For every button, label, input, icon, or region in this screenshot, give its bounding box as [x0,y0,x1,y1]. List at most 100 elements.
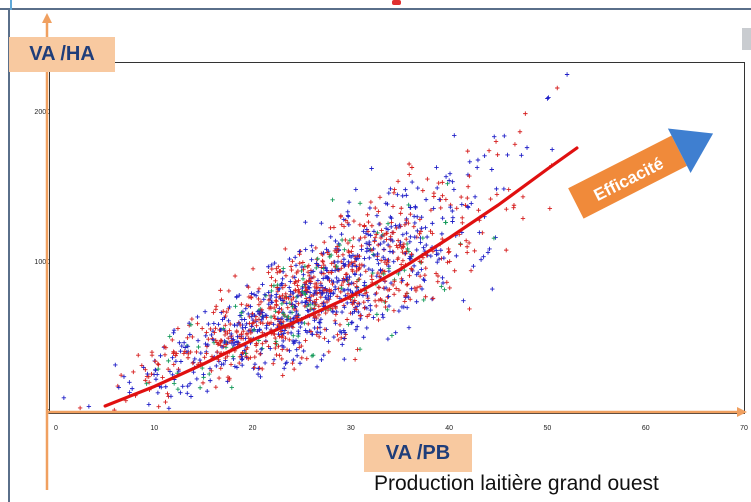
data-point [465,148,470,154]
data-point [334,244,340,249]
data-point [355,324,360,329]
data-point [116,385,121,390]
data-point [321,250,326,256]
data-point [486,148,492,153]
data-point [377,195,383,200]
data-point [263,293,269,298]
data-point [259,317,264,322]
data-point [520,216,526,221]
data-point [504,207,509,212]
data-point [237,360,242,366]
data-point [311,274,317,280]
data-point [260,366,265,372]
data-point [444,280,450,285]
data-point [275,270,280,275]
data-point [351,281,357,286]
data-point [272,331,277,337]
data-point [252,313,257,318]
data-point [408,205,413,210]
data-point [210,337,216,342]
data-point [362,256,367,261]
data-point [173,359,179,364]
data-point [200,365,205,371]
data-point [363,231,369,236]
data-point [312,288,318,294]
data-point [476,208,481,213]
data-point [325,250,330,255]
data-point [443,220,448,225]
data-point [249,295,254,301]
data-point [185,335,190,340]
data-point [493,139,499,144]
data-point [429,296,435,302]
data-point [259,307,265,313]
data-point [390,282,396,288]
data-point [481,254,486,259]
data-point [302,300,308,305]
data-point [256,311,262,317]
data-point [244,321,249,327]
data-point [165,366,171,372]
efficacite-annotation: Efficacité [568,128,714,219]
data-point [242,317,247,322]
data-point [385,258,390,263]
data-point [149,371,154,377]
data-point [224,342,229,347]
data-point [404,217,409,223]
data-point [303,247,308,252]
data-point [305,269,311,275]
data-point [252,365,257,370]
data-point [288,289,293,294]
data-point [156,366,161,372]
data-point [278,329,284,334]
data-point [346,222,352,227]
data-point [237,354,243,359]
data-point [407,297,413,302]
data-point [234,295,239,300]
data-point [318,330,323,336]
data-point [450,219,455,224]
data-point [545,96,550,101]
data-point [417,274,423,279]
data-point [229,340,235,346]
data-point [292,275,297,280]
trend-line [103,146,579,408]
data-point [428,207,434,213]
data-point [246,356,251,361]
data-point [395,238,401,243]
data-point [202,355,207,360]
data-point [283,336,288,341]
data-point [279,306,284,312]
data-point [334,294,340,299]
data-point [284,295,289,300]
data-point [399,245,405,251]
data-point [454,253,459,259]
data-point [303,220,308,225]
data-point [287,337,292,343]
data-point [346,259,351,265]
data-point [281,366,287,371]
data-point [367,242,372,247]
data-point [156,362,161,367]
data-point [346,322,351,327]
data-point [276,331,281,337]
data-point [349,264,355,269]
data-point [301,267,306,272]
data-point [121,374,127,379]
data-point [417,284,423,289]
data-point [298,292,304,298]
data-point [375,242,381,248]
data-point [268,346,273,351]
data-point [192,356,197,362]
data-point [316,304,322,309]
data-point [282,313,288,319]
data-point [323,310,328,316]
data-point [466,240,472,246]
data-point [365,296,371,301]
data-point [273,278,278,283]
data-point [459,202,465,207]
data-point [333,287,338,292]
data-point [467,306,472,312]
data-point [397,242,402,248]
data-point [424,234,430,240]
